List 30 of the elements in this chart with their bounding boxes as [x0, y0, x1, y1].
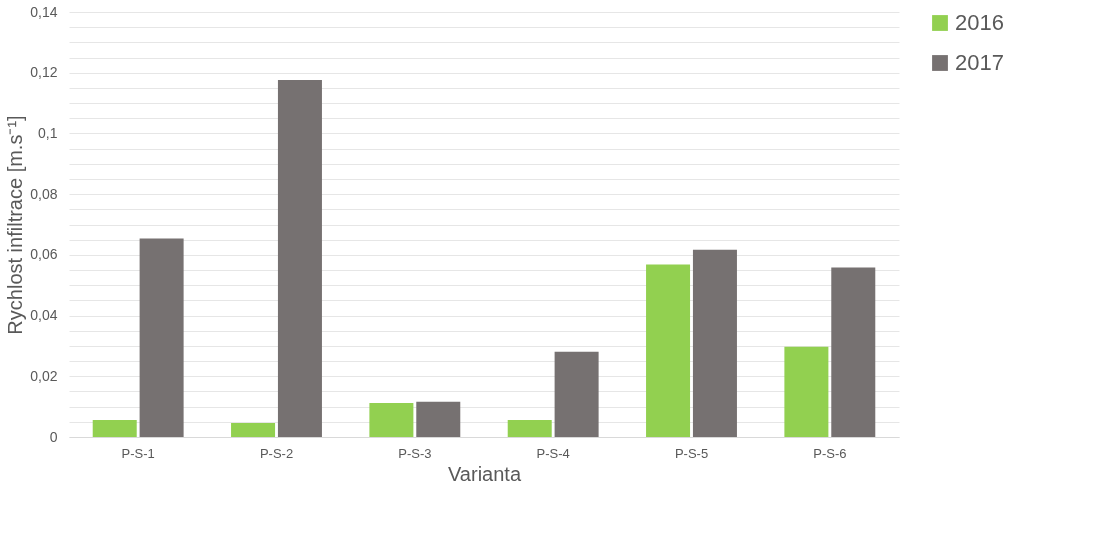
bar [507, 420, 552, 437]
bar [692, 249, 737, 437]
bar [92, 420, 137, 437]
bar [784, 346, 829, 437]
y-tick-label: 0,06 [30, 246, 58, 263]
y-axis-title: Rychlost infiltrace [m.s⁻¹] [4, 115, 27, 335]
x-tick-label: P-S-1 [121, 445, 155, 461]
x-tick-label: P-S-2 [259, 445, 294, 461]
bar [646, 264, 691, 437]
x-tick-label: P-S-3 [398, 445, 432, 461]
bar [139, 238, 184, 437]
y-tick-label: 0,14 [30, 3, 58, 20]
bar [831, 267, 876, 437]
y-tick-label: 0,12 [30, 64, 58, 81]
bar [231, 423, 276, 437]
y-tick-label: 0,1 [38, 124, 58, 141]
x-tick-label: P-S-4 [536, 445, 570, 461]
x-tick-label: P-S-6 [813, 445, 847, 461]
bar [277, 80, 322, 437]
y-tick-label: 0,04 [30, 307, 58, 324]
y-tick-label: 0,08 [30, 185, 58, 202]
bar [416, 401, 461, 437]
y-tick-label: 0,02 [30, 367, 58, 384]
legend-label: 2016 [955, 10, 1004, 35]
y-tick-label: 0 [49, 428, 58, 445]
x-tick-label: P-S-5 [674, 445, 709, 461]
x-axis-title: Varianta [447, 462, 522, 485]
bar [369, 403, 414, 437]
bar [554, 351, 599, 437]
legend-label: 2017 [955, 50, 1004, 75]
